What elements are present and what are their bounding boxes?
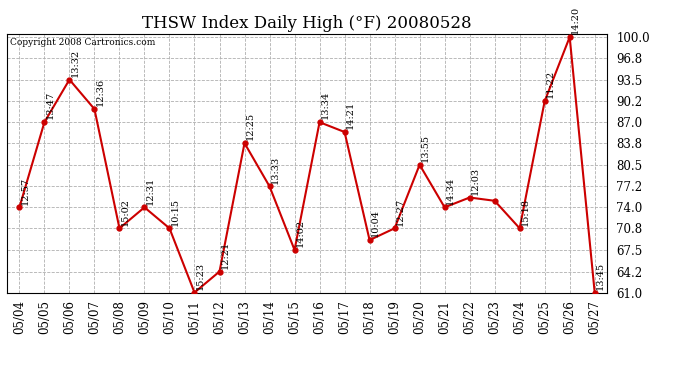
Text: 14:02: 14:02 — [296, 219, 305, 247]
Text: 14:20: 14:20 — [571, 6, 580, 34]
Text: 15:18: 15:18 — [521, 198, 530, 225]
Text: 10:15: 10:15 — [171, 198, 180, 225]
Text: 10:04: 10:04 — [371, 209, 380, 237]
Text: 12:31: 12:31 — [146, 176, 155, 205]
Text: 12:57: 12:57 — [21, 177, 30, 205]
Text: Copyright 2008 Cartronics.com: Copyright 2008 Cartronics.com — [10, 38, 155, 46]
Text: 13:33: 13:33 — [271, 155, 280, 184]
Text: 13:55: 13:55 — [421, 134, 430, 162]
Text: 12:21: 12:21 — [221, 240, 230, 269]
Text: 15:02: 15:02 — [121, 198, 130, 225]
Text: 11:22: 11:22 — [546, 70, 555, 99]
Text: 14:21: 14:21 — [346, 101, 355, 129]
Text: 13:34: 13:34 — [321, 91, 330, 119]
Text: 12:25: 12:25 — [246, 112, 255, 140]
Title: THSW Index Daily High (°F) 20080528: THSW Index Daily High (°F) 20080528 — [142, 15, 472, 32]
Text: 12:36: 12:36 — [96, 78, 105, 106]
Text: 12:03: 12:03 — [471, 166, 480, 195]
Text: 12:27: 12:27 — [396, 197, 405, 225]
Text: 13:45: 13:45 — [596, 262, 605, 290]
Text: 13:32: 13:32 — [71, 49, 80, 77]
Text: 14:34: 14:34 — [446, 176, 455, 205]
Text: 15:23: 15:23 — [196, 262, 205, 290]
Text: 13:47: 13:47 — [46, 91, 55, 119]
